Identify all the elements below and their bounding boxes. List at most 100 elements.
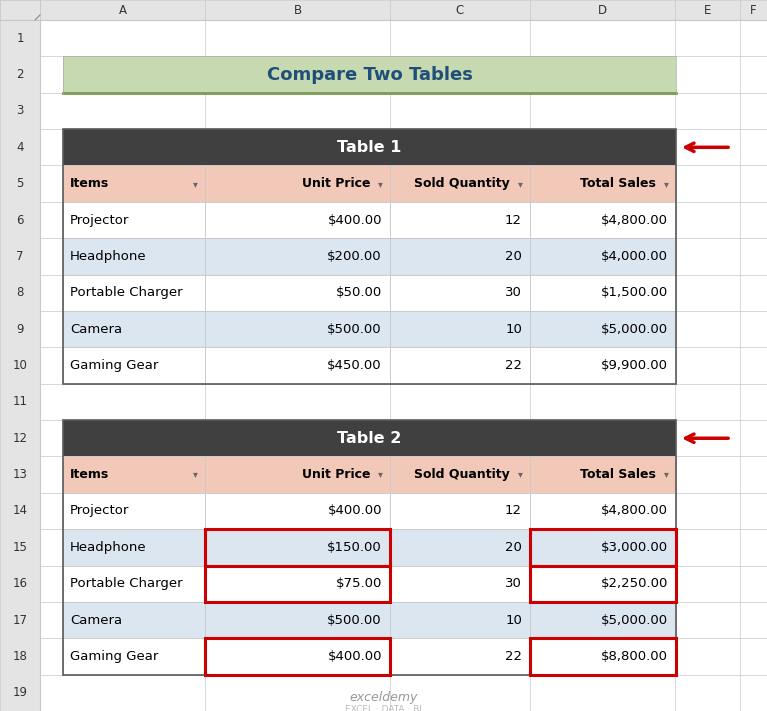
Bar [390,166,530,202]
Bar [390,456,530,493]
Text: 4: 4 [16,141,24,154]
Text: 3: 3 [16,105,24,117]
Bar [63,129,676,384]
Bar [530,565,676,602]
Bar [530,166,676,202]
Text: Gaming Gear: Gaming Gear [70,650,158,663]
Text: Items: Items [70,177,109,190]
Text: Sold Quantity: Sold Quantity [414,468,510,481]
Bar [205,638,390,675]
Bar [63,129,676,166]
Bar [205,493,390,529]
Text: E: E [704,4,711,16]
Text: 13: 13 [12,468,28,481]
Bar [390,311,530,347]
Text: ▾: ▾ [663,178,668,188]
Bar [205,565,390,602]
Text: $400.00: $400.00 [328,505,382,518]
Bar [63,347,205,384]
Text: 17: 17 [12,614,28,626]
Bar [530,493,676,529]
Text: $4,800.00: $4,800.00 [601,213,668,227]
Text: B: B [294,4,301,16]
Bar [0,0,767,20]
Bar [63,274,205,311]
Text: Compare Two Tables: Compare Two Tables [267,65,472,84]
Text: $3,000.00: $3,000.00 [601,541,668,554]
Text: Projector: Projector [70,213,130,227]
Bar [390,638,530,675]
Text: 12: 12 [505,213,522,227]
Text: $400.00: $400.00 [328,650,382,663]
Text: $1,500.00: $1,500.00 [601,287,668,299]
Text: 22: 22 [505,650,522,663]
Bar [63,565,205,602]
Bar [205,602,390,638]
Text: 30: 30 [505,287,522,299]
Bar [205,347,390,384]
Bar [63,420,676,456]
Bar [530,202,676,238]
Bar [63,311,205,347]
Bar [63,420,676,675]
Text: F: F [750,4,757,16]
Text: 11: 11 [12,395,28,408]
Text: 2: 2 [16,68,24,81]
Text: Total Sales: Total Sales [580,177,656,190]
Text: $8,800.00: $8,800.00 [601,650,668,663]
Text: D: D [598,4,607,16]
Text: 10: 10 [505,323,522,336]
Text: $4,800.00: $4,800.00 [601,505,668,518]
Bar [530,456,676,493]
Bar [205,456,390,493]
Bar [530,602,676,638]
Bar [390,347,530,384]
Text: 16: 16 [12,577,28,590]
Text: ▾: ▾ [377,469,383,480]
Bar [63,202,205,238]
Text: 10: 10 [505,614,522,626]
Text: $150.00: $150.00 [328,541,382,554]
Text: 9: 9 [16,323,24,336]
Text: ▾: ▾ [518,469,522,480]
Text: 10: 10 [12,359,28,372]
Text: Items: Items [70,468,109,481]
Bar [530,274,676,311]
Text: Gaming Gear: Gaming Gear [70,359,158,372]
Text: ▾: ▾ [663,469,668,480]
Bar [530,347,676,384]
Text: Camera: Camera [70,323,122,336]
Text: Projector: Projector [70,505,130,518]
Bar [530,638,676,675]
Bar [205,274,390,311]
Text: ▾: ▾ [193,178,197,188]
Bar [390,565,530,602]
Text: $2,250.00: $2,250.00 [601,577,668,590]
Bar [205,529,390,565]
Text: 20: 20 [505,541,522,554]
Bar [390,493,530,529]
Bar [530,311,676,347]
Text: 8: 8 [16,287,24,299]
Bar [0,0,40,20]
Text: Portable Charger: Portable Charger [70,287,183,299]
Text: Table 1: Table 1 [337,140,402,155]
Bar [205,202,390,238]
Text: 12: 12 [12,432,28,445]
Bar [63,529,205,565]
Text: 1: 1 [16,32,24,45]
Bar [0,0,40,711]
Bar [390,602,530,638]
Bar [63,166,205,202]
Text: $200.00: $200.00 [328,250,382,263]
Text: 12: 12 [505,505,522,518]
Text: 14: 14 [12,505,28,518]
Bar [390,238,530,274]
Text: 22: 22 [505,359,522,372]
Text: 6: 6 [16,213,24,227]
Bar [530,529,676,565]
Text: A: A [118,4,127,16]
Bar [63,493,205,529]
Text: Portable Charger: Portable Charger [70,577,183,590]
Bar [63,638,205,675]
